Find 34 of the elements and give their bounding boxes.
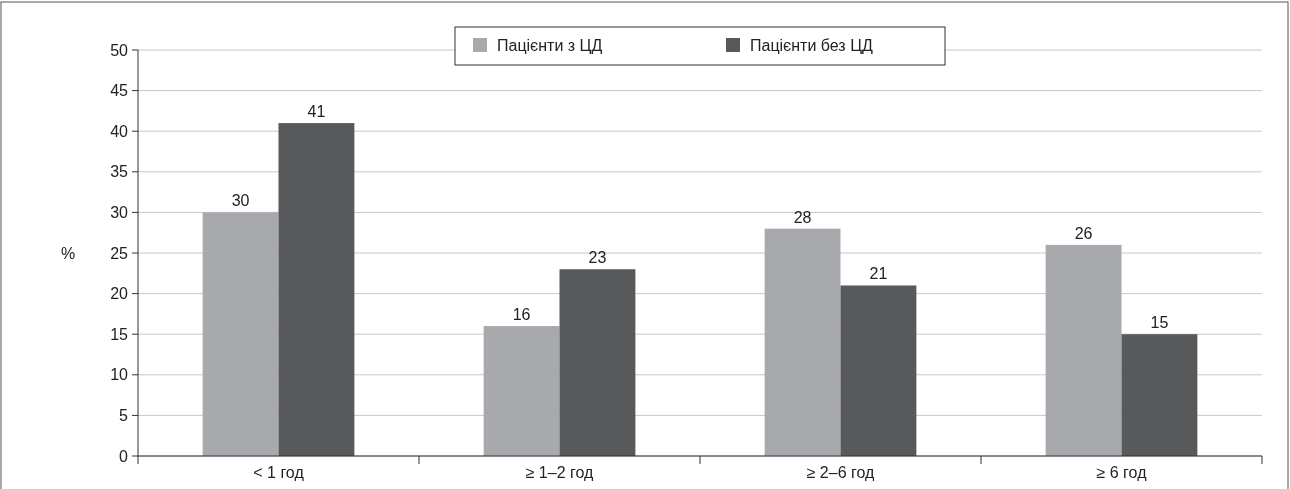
x-tick-label: ≥ 2–6 год <box>806 464 876 481</box>
legend-label: Пацієнти без ЦД <box>750 36 873 54</box>
y-tick-label: 5 <box>119 407 129 424</box>
data-label: 28 <box>793 208 812 226</box>
legend-label: Пацієнти з ЦД <box>497 36 603 54</box>
bar <box>483 326 560 456</box>
y-tick-label: 45 <box>110 82 129 100</box>
x-tick-label: ≥ 6 год <box>1096 464 1148 481</box>
y-tick-label: 20 <box>110 285 129 303</box>
data-label: 41 <box>307 103 326 121</box>
y-tick-label: 0 <box>119 447 129 465</box>
y-tick-label: 25 <box>110 244 129 262</box>
y-tick-label: 30 <box>110 204 129 221</box>
data-label: 23 <box>588 249 607 267</box>
y-tick-label: 40 <box>110 122 129 140</box>
bar <box>1045 244 1122 456</box>
y-axis-title: % <box>60 244 76 262</box>
bar <box>1121 334 1198 456</box>
data-label: 30 <box>231 192 250 210</box>
y-tick-label: 50 <box>110 41 129 59</box>
bar <box>764 228 841 456</box>
bar <box>278 123 355 456</box>
x-tick-label: ≥ 1–2 год <box>525 464 595 481</box>
data-label: 16 <box>512 306 531 324</box>
y-tick-label: 35 <box>110 163 129 181</box>
bar <box>559 269 636 456</box>
data-label: 21 <box>869 265 888 283</box>
bar <box>840 285 917 456</box>
y-tick-label: 15 <box>110 325 129 343</box>
x-tick-label: < 1 год <box>253 464 305 481</box>
bar <box>202 212 279 456</box>
y-tick-label: 10 <box>110 366 129 384</box>
data-label: 26 <box>1074 224 1093 242</box>
data-label: 15 <box>1150 314 1169 332</box>
